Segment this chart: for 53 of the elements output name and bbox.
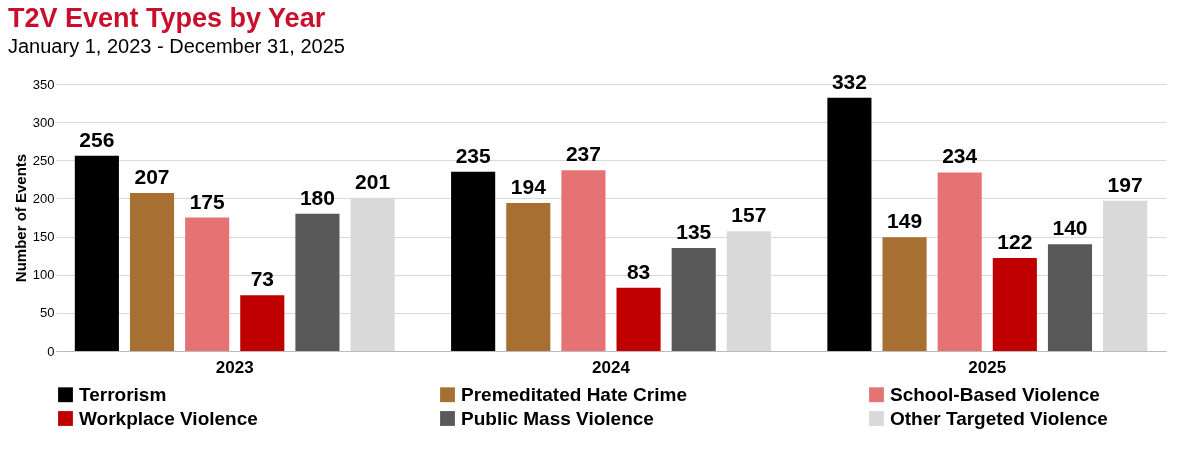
data-label: 256 <box>79 127 115 151</box>
y-tick-label: 0 <box>47 343 55 359</box>
y-tick-label: 50 <box>40 305 55 321</box>
legend-label: Workplace Violence <box>79 407 258 429</box>
data-label: 157 <box>731 203 767 227</box>
data-label: 235 <box>455 143 491 167</box>
y-tick-label: 300 <box>32 114 55 130</box>
data-label: 140 <box>1052 216 1088 240</box>
y-tick-label: 250 <box>32 152 55 168</box>
y-axis-title: Number of Events <box>11 153 29 283</box>
bar <box>827 97 872 351</box>
data-label: 194 <box>510 175 547 199</box>
x-tick-label: 2025 <box>968 357 1007 377</box>
bar <box>506 203 551 351</box>
y-tick-label: 100 <box>32 267 55 283</box>
bar <box>882 237 927 351</box>
data-label: 201 <box>355 169 391 193</box>
data-label: 197 <box>1107 172 1143 196</box>
bar <box>671 248 716 351</box>
bar <box>74 155 119 351</box>
data-label: 135 <box>676 220 712 244</box>
bar <box>937 172 982 351</box>
bar <box>129 193 175 351</box>
legend-label: School-Based Violence <box>890 383 1100 405</box>
data-label: 73 <box>250 267 274 291</box>
bar <box>240 295 285 351</box>
y-tick-label: 150 <box>32 229 55 245</box>
data-label: 83 <box>626 259 651 283</box>
data-label: 332 <box>831 69 867 93</box>
bar <box>992 257 1037 351</box>
legend-label: Public Mass Violence <box>461 407 654 429</box>
chart-title: T2V Event Types by Year <box>8 2 326 33</box>
data-label: 180 <box>299 185 335 209</box>
data-label: 149 <box>887 209 923 233</box>
legend-label: Other Targeted Violence <box>890 407 1108 429</box>
bar <box>451 171 496 351</box>
data-label: 207 <box>134 165 170 189</box>
y-tick-label: 350 <box>32 76 55 92</box>
data-label: 122 <box>997 229 1033 253</box>
x-tick-label: 2024 <box>592 357 631 377</box>
y-tick-label: 200 <box>32 190 55 206</box>
bar <box>1047 244 1093 351</box>
bar <box>295 213 340 351</box>
legend-label: Premeditated Hate Crime <box>461 383 687 405</box>
chart-subtitle: January 1, 2023 - December 31, 2025 <box>8 34 345 57</box>
data-label: 237 <box>565 142 601 166</box>
x-tick-label: 2023 <box>215 357 254 377</box>
bar <box>616 287 661 351</box>
legend-label: Terrorism <box>79 383 167 405</box>
bar <box>185 217 230 351</box>
bar <box>561 170 606 351</box>
data-label: 175 <box>189 189 225 213</box>
data-label: 234 <box>942 144 978 168</box>
